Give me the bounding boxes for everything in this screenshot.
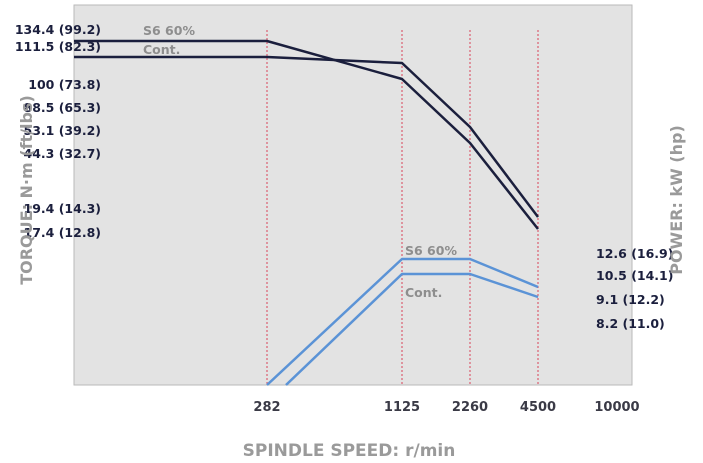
right-tick-label: 8.2 (11.0) — [596, 316, 665, 331]
right-axis-title: POWER: kW (hp) — [667, 125, 686, 275]
x-tick-label: 10000 — [594, 400, 639, 415]
x-tick-label: 4500 — [520, 400, 556, 415]
left-tick-label: 100 (73.8) — [28, 77, 101, 92]
power-series-cont- — [285, 272, 539, 386]
left-tick-label: 53.1 (39.2) — [24, 123, 101, 138]
torque-series-s6-60- — [74, 39, 539, 230]
x-tick-label: 2260 — [452, 400, 488, 415]
series-tag: S6 60% — [143, 23, 195, 38]
x-tick-label: 1125 — [384, 400, 420, 415]
series-tag: Cont. — [143, 42, 180, 57]
left-tick-label: 17.4 (12.8) — [24, 225, 101, 240]
series-tag: S6 60% — [405, 243, 457, 258]
right-tick-label: 10.5 (14.1) — [596, 268, 673, 283]
x-axis-title: SPINDLE SPEED: r/min — [243, 441, 456, 461]
left-tick-label: 19.4 (14.3) — [24, 201, 101, 216]
x-tick-label: 282 — [253, 400, 280, 415]
right-tick-label: 9.1 (12.2) — [596, 292, 665, 307]
series-tag: Cont. — [405, 285, 442, 300]
left-axis-title: TORQUE: N·m (ft/lbs) — [17, 95, 36, 285]
left-tick-label: 88.5 (65.3) — [24, 100, 101, 115]
torque-series-cont- — [74, 55, 539, 218]
left-tick-label: 111.5 (82.3) — [15, 39, 101, 54]
right-tick-label: 12.6 (16.9) — [596, 246, 673, 261]
left-tick-label: 44.3 (32.7) — [24, 146, 101, 161]
power-series-s6-60- — [266, 257, 539, 386]
left-tick-label: 134.4 (99.2) — [15, 22, 101, 37]
